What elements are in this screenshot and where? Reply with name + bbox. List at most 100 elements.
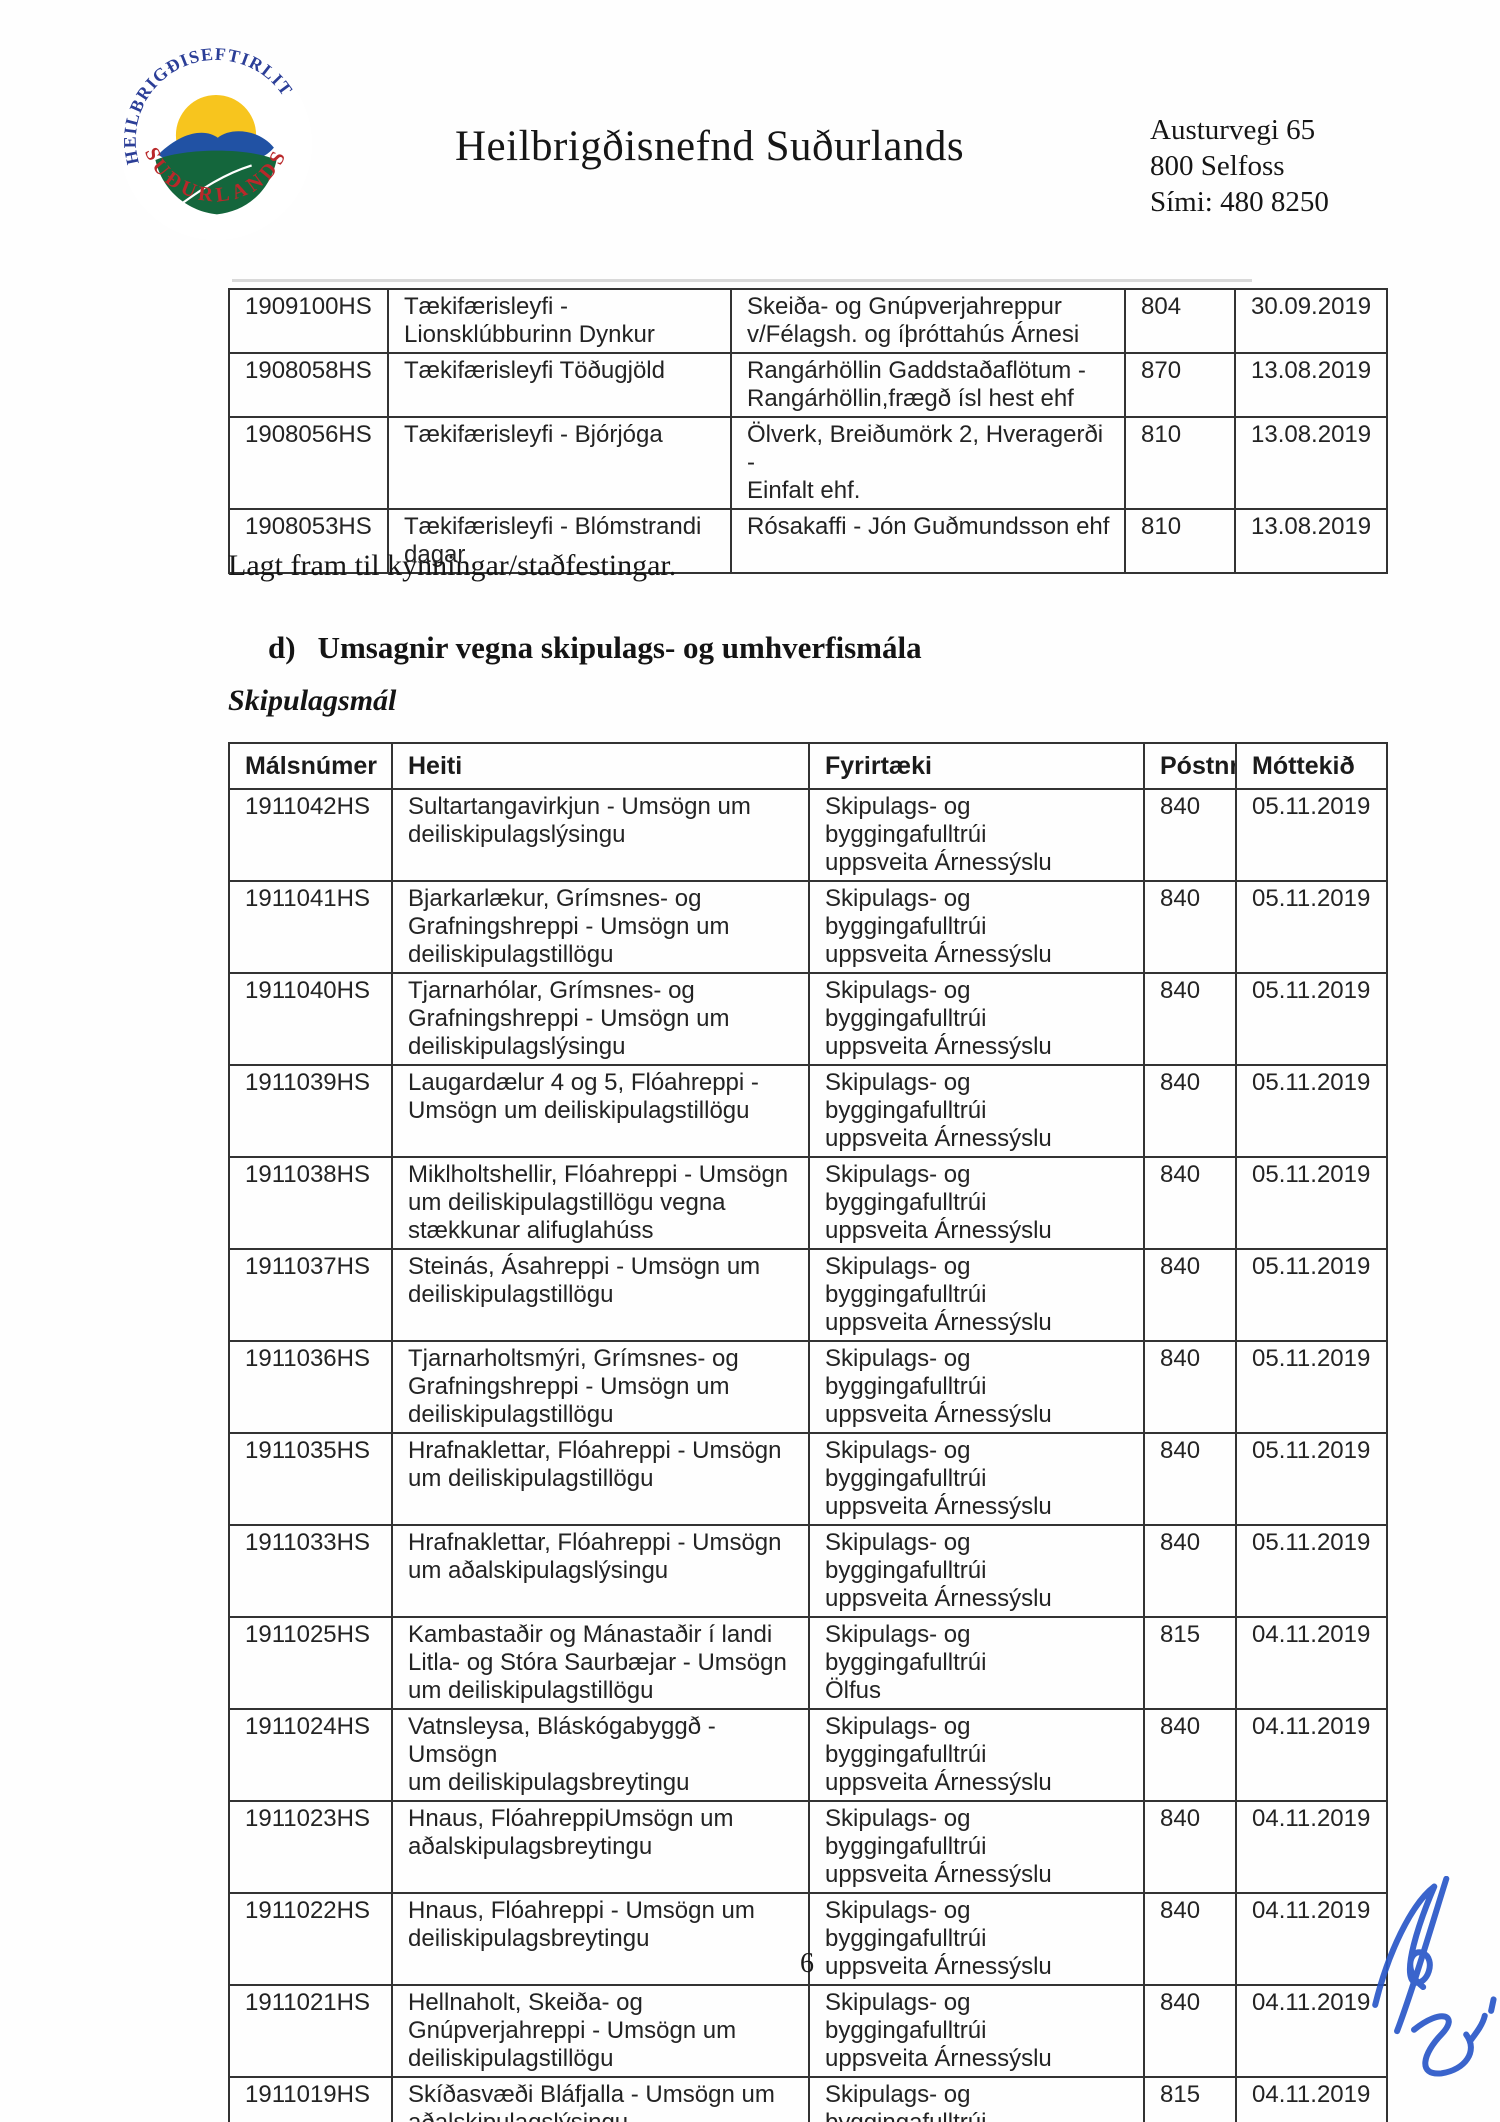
company-cell: Skipulags- og byggingafulltrúi uppsveita… [808, 1800, 1145, 1894]
case-number-cell: 1911038HS [228, 1156, 393, 1250]
received-date-cell: 13.08.2019 [1234, 508, 1388, 574]
organization-logo: HEILBRIGÐISEFTIRLIT SUÐURLANDS [120, 46, 313, 241]
received-date-cell: 05.11.2019 [1235, 972, 1388, 1066]
received-date-cell: 13.08.2019 [1234, 352, 1388, 418]
table-row: 1911023HS Hnaus, FlóahreppiUmsögn um aða… [228, 1800, 1388, 1894]
table-row: 1911036HS Tjarnarholtsmýri, Grímsnes- og… [228, 1340, 1388, 1434]
postcode-cell: 840 [1143, 880, 1237, 974]
case-number-cell: 1911022HS [228, 1892, 393, 1986]
column-header: Heiti [391, 742, 810, 790]
postcode-cell: 840 [1143, 1892, 1237, 1986]
table-row: 1911033HS Hrafnaklettar, Flóahreppi - Um… [228, 1524, 1388, 1618]
permits-table: 1909100HS Tækifærisleyfi - Lionsklúbburi… [228, 288, 1388, 574]
table-row: 1908053HS Tækifærisleyfi - Blómstrandi d… [228, 508, 1388, 574]
title-cell: Tækifærisleyfi - Bjórjóga [387, 416, 732, 510]
case-number-cell: 1911037HS [228, 1248, 393, 1342]
company-cell: Ölverk, Breiðumörk 2, Hveragerði - Einfa… [730, 416, 1126, 510]
section-heading: d) Umsagnir vegna skipulags- og umhverfis… [268, 630, 922, 666]
title-cell: Tækifærisleyfi - Lionsklúbburinn Dynkur [387, 288, 732, 354]
postcode-cell: 840 [1143, 1708, 1237, 1802]
postcode-cell: 870 [1124, 352, 1236, 418]
company-cell: Skipulags- og byggingafulltrúi Ölfus [808, 2076, 1145, 2122]
postcode-cell: 804 [1124, 288, 1236, 354]
received-date-cell: 04.11.2019 [1235, 1800, 1388, 1894]
received-date-cell: 13.08.2019 [1234, 416, 1388, 510]
received-date-cell: 04.11.2019 [1235, 1984, 1388, 2078]
title-cell: Hnaus, Flóahreppi - Umsögn um deiliskipu… [391, 1892, 810, 1986]
title-cell: Tjarnarholtsmýri, Grímsnes- og Grafnings… [391, 1340, 810, 1434]
case-number-cell: 1908056HS [228, 416, 389, 510]
case-number-cell: 1911041HS [228, 880, 393, 974]
planning-table: Málsnúmer Heiti Fyrirtæki Póstnr Mótteki… [228, 742, 1388, 2122]
received-date-cell: 05.11.2019 [1235, 788, 1388, 882]
received-date-cell: 05.11.2019 [1235, 1064, 1388, 1158]
company-cell: Skeiða- og Gnúpverjahreppur v/Félagsh. o… [730, 288, 1126, 354]
signature-stroke [1411, 2013, 1474, 2077]
title-cell: Vatnsleysa, Bláskógabyggð - Umsögn um de… [391, 1708, 810, 1802]
company-cell: Skipulags- og byggingafulltrúi uppsveita… [808, 1708, 1145, 1802]
company-cell: Skipulags- og byggingafulltrúi uppsveita… [808, 1248, 1145, 1342]
table-row: 1911021HS Hellnaholt, Skeiða- og Gnúpver… [228, 1984, 1388, 2078]
received-date-cell: 30.09.2019 [1234, 288, 1388, 354]
postcode-cell: 840 [1143, 1340, 1237, 1434]
company-cell: Rangárhöllin Gaddstaðaflötum - Rangárhöl… [730, 352, 1126, 418]
company-cell: Skipulags- og byggingafulltrúi uppsveita… [808, 788, 1145, 882]
postcode-cell: 840 [1143, 1156, 1237, 1250]
company-cell: Skipulags- og byggingafulltrúi uppsveita… [808, 1432, 1145, 1526]
table-row: 1909100HS Tækifærisleyfi - Lionsklúbburi… [228, 288, 1388, 354]
title-cell: Tjarnarhólar, Grímsnes- og Grafningshrep… [391, 972, 810, 1066]
company-cell: Rósakaffi - Jón Guðmundsson ehf [730, 508, 1126, 574]
company-cell: Skipulags- og byggingafulltrúi Ölfus [808, 1616, 1145, 1710]
title-cell: Sultartangavirkjun - Umsögn um deiliskip… [391, 788, 810, 882]
leaf-vein [179, 164, 252, 206]
case-number-cell: 1911021HS [228, 1984, 393, 2078]
title-cell: Steinás, Ásahreppi - Umsögn um deiliskip… [391, 1248, 810, 1342]
case-number-cell: 1908053HS [228, 508, 389, 574]
company-cell: Skipulags- og byggingafulltrúi uppsveita… [808, 1984, 1145, 2078]
received-date-cell: 05.11.2019 [1235, 1248, 1388, 1342]
subsection-heading: Skipulagsmál [228, 684, 397, 717]
signature-stroke [1488, 1996, 1497, 2014]
note-text: Lagt fram til kynningar/staðfestingar. [228, 549, 677, 582]
case-number-cell: 1911024HS [228, 1708, 393, 1802]
received-date-cell: 04.11.2019 [1235, 2076, 1388, 2122]
postcode-cell: 815 [1143, 1616, 1237, 1710]
postcode-cell: 840 [1143, 1064, 1237, 1158]
title-cell: Tækifærisleyfi - Blómstrandi dagar [387, 508, 732, 574]
case-number-cell: 1911040HS [228, 972, 393, 1066]
table-row: 1911035HS Hrafnaklettar, Flóahreppi - Um… [228, 1432, 1388, 1526]
scan-artifact-line [232, 279, 1252, 282]
postcode-cell: 810 [1124, 416, 1236, 510]
table-row: 1908058HS Tækifærisleyfi Töðugjöld Rangá… [228, 352, 1388, 418]
case-number-cell: 1908058HS [228, 352, 389, 418]
received-date-cell: 04.11.2019 [1235, 1892, 1388, 1986]
column-header: Póstnr [1143, 742, 1237, 790]
title-cell: Tækifærisleyfi Töðugjöld [387, 352, 732, 418]
case-number-cell: 1911025HS [228, 1616, 393, 1710]
received-date-cell: 05.11.2019 [1235, 1432, 1388, 1526]
company-cell: Skipulags- og byggingafulltrúi uppsveita… [808, 1524, 1145, 1618]
postcode-cell: 840 [1143, 1984, 1237, 2078]
table-row: 1911039HS Laugardælur 4 og 5, Flóahreppi… [228, 1064, 1388, 1158]
case-number-cell: 1911019HS [228, 2076, 393, 2122]
signature-scribble [1372, 1876, 1497, 2077]
table-row: 1911041HS Bjarkarlækur, Grímsnes- og Gra… [228, 880, 1388, 974]
table-row: 1911040HS Tjarnarhólar, Grímsnes- og Gra… [228, 972, 1388, 1066]
received-date-cell: 05.11.2019 [1235, 1340, 1388, 1434]
section-label: d) [268, 630, 296, 665]
page-number: 6 [800, 1948, 814, 1979]
table-row: 1911038HS Miklholtshellir, Flóahreppi - … [228, 1156, 1388, 1250]
title-cell: Hellnaholt, Skeiða- og Gnúpverjahreppi -… [391, 1984, 810, 2078]
company-cell: Skipulags- og byggingafulltrúi uppsveita… [808, 1892, 1145, 1986]
title-cell: Bjarkarlækur, Grímsnes- og Grafningshrep… [391, 880, 810, 974]
address-block: Austurvegi 65 800 Selfoss Sími: 480 8250 [1150, 114, 1329, 218]
postcode-cell: 810 [1124, 508, 1236, 574]
signature-stroke [1372, 1883, 1438, 2008]
case-number-cell: 1911035HS [228, 1432, 393, 1526]
company-cell: Skipulags- og byggingafulltrúi uppsveita… [808, 972, 1145, 1066]
table-row: 1911024HS Vatnsleysa, Bláskógabyggð - Um… [228, 1708, 1388, 1802]
page-title: Heilbrigðisnefnd Suðurlands [455, 123, 965, 170]
case-number-cell: 1911042HS [228, 788, 393, 882]
company-cell: Skipulags- og byggingafulltrúi uppsveita… [808, 1340, 1145, 1434]
